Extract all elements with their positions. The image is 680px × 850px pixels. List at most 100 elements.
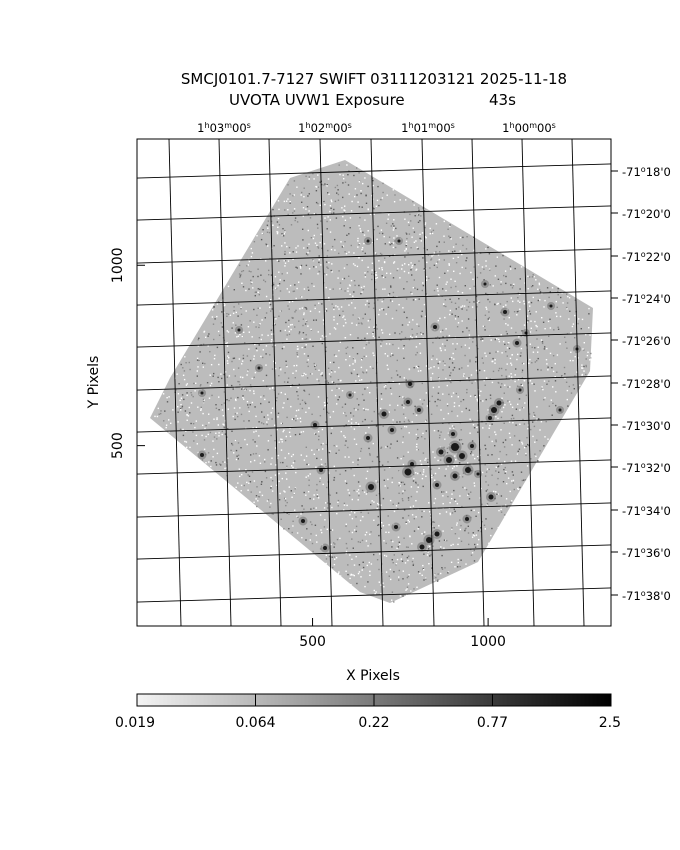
noise-speckle	[398, 383, 401, 385]
noise-speckle	[318, 435, 320, 437]
noise-speckle	[432, 229, 435, 232]
noise-speckle	[383, 261, 386, 264]
noise-speckle	[209, 431, 212, 434]
noise-speckle	[446, 539, 448, 542]
noise-speckle	[443, 305, 445, 307]
noise-speckle	[411, 274, 413, 276]
noise-speckle	[585, 358, 587, 360]
noise-speckle	[512, 300, 514, 303]
noise-speckle	[409, 535, 411, 538]
noise-speckle	[237, 458, 239, 460]
noise-speckle	[160, 412, 162, 415]
noise-speckle	[417, 449, 419, 451]
noise-speckle	[373, 229, 375, 231]
dec-degrees: -71	[622, 292, 641, 306]
second-symbol: s	[451, 121, 455, 130]
noise-speckle	[177, 411, 179, 413]
noise-speckle	[369, 318, 371, 321]
noise-speckle	[296, 515, 298, 518]
noise-speckle	[352, 363, 354, 365]
noise-speckle	[381, 464, 384, 466]
noise-speckle	[329, 205, 332, 207]
noise-speckle	[380, 345, 382, 347]
noise-speckle	[444, 364, 446, 366]
noise-speckle	[294, 326, 296, 328]
noise-speckle	[445, 511, 448, 513]
noise-speckle	[250, 247, 252, 250]
noise-speckle	[198, 337, 200, 339]
noise-speckle	[499, 450, 501, 453]
noise-speckle	[527, 428, 529, 430]
noise-speckle	[454, 280, 456, 282]
noise-speckle	[256, 486, 258, 488]
noise-speckle	[425, 457, 427, 460]
noise-speckle	[248, 288, 250, 290]
noise-speckle	[415, 354, 417, 356]
noise-speckle	[389, 387, 392, 389]
ra-label: 1h00m00s	[502, 121, 556, 135]
noise-speckle	[467, 494, 469, 496]
noise-speckle	[457, 558, 459, 561]
ra-minutes: 01	[414, 121, 429, 135]
noise-speckle	[203, 439, 206, 441]
noise-speckle	[445, 328, 447, 330]
noise-speckle	[353, 489, 355, 492]
noise-speckle	[248, 270, 250, 272]
noise-speckle	[334, 394, 337, 397]
noise-speckle	[424, 226, 426, 229]
noise-speckle	[357, 408, 359, 411]
noise-speckle	[410, 590, 412, 592]
noise-speckle	[328, 472, 330, 474]
noise-speckle	[349, 293, 351, 295]
noise-speckle	[243, 398, 245, 400]
noise-speckle	[278, 441, 280, 443]
noise-speckle	[295, 251, 298, 253]
noise-speckle	[202, 343, 205, 345]
x-tick-label: 500	[299, 634, 326, 650]
noise-speckle	[474, 319, 477, 321]
noise-speckle	[442, 288, 444, 290]
noise-speckle	[331, 212, 333, 214]
dec-grid-line	[137, 163, 611, 179]
noise-speckle	[440, 546, 442, 548]
ra-grid-line	[268, 139, 282, 626]
noise-speckle	[354, 195, 356, 198]
noise-speckle	[563, 366, 566, 369]
noise-speckle	[321, 247, 323, 249]
noise-speckle	[510, 403, 512, 406]
noise-speckle	[358, 206, 361, 208]
noise-speckle	[260, 396, 262, 398]
noise-speckle	[441, 491, 443, 493]
noise-speckle	[500, 283, 502, 286]
noise-speckle	[399, 277, 401, 279]
noise-speckle	[307, 286, 309, 288]
noise-speckle	[267, 440, 270, 442]
noise-speckle	[340, 306, 343, 308]
noise-speckle	[183, 378, 186, 381]
noise-speckle	[428, 277, 430, 280]
noise-speckle	[192, 423, 195, 425]
noise-speckle	[517, 403, 519, 405]
noise-speckle	[297, 398, 299, 400]
noise-speckle	[504, 466, 506, 469]
noise-speckle	[441, 567, 443, 569]
noise-speckle	[381, 300, 383, 303]
noise-speckle	[316, 489, 318, 491]
noise-speckle	[498, 509, 500, 512]
noise-speckle	[454, 510, 456, 513]
noise-speckle	[337, 199, 340, 201]
noise-speckle	[378, 336, 380, 338]
noise-speckle	[423, 533, 425, 535]
noise-speckle	[413, 518, 415, 520]
noise-speckle	[254, 295, 256, 297]
noise-speckle	[560, 296, 562, 299]
noise-speckle	[481, 503, 483, 506]
x-axis-label: X Pixels	[346, 668, 400, 684]
noise-speckle	[461, 308, 463, 310]
noise-speckle	[432, 254, 435, 256]
noise-speckle	[283, 200, 286, 203]
noise-speckle	[304, 390, 306, 392]
noise-speckle	[258, 344, 260, 346]
noise-speckle	[210, 364, 213, 366]
noise-speckle	[291, 300, 294, 303]
